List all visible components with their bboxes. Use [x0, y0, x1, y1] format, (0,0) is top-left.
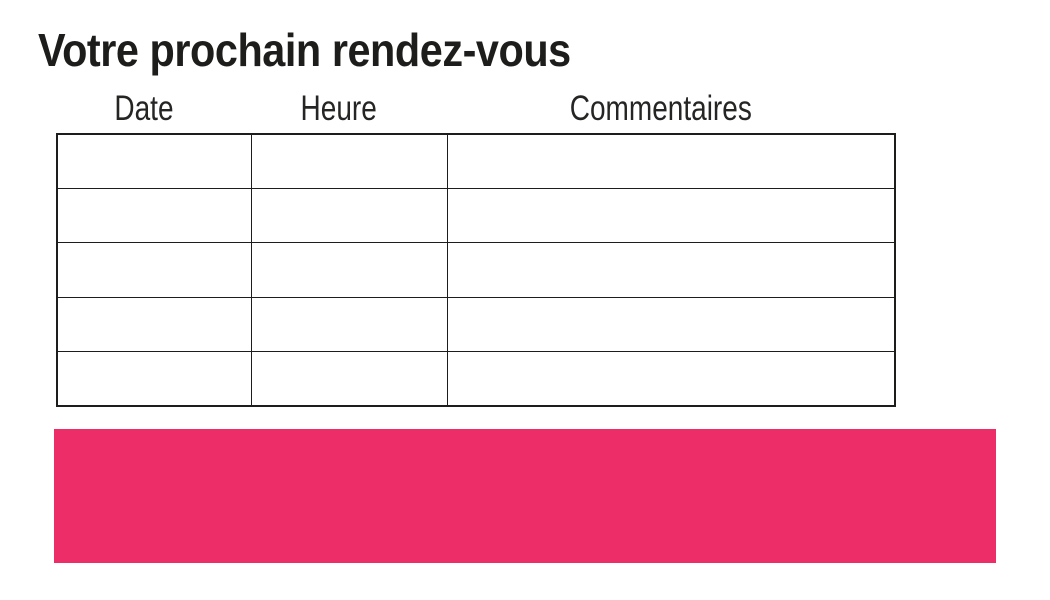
cell-date — [56, 351, 252, 407]
cell-commentaires — [446, 351, 896, 407]
banner — [54, 429, 996, 563]
cell-commentaires — [446, 187, 896, 244]
cell-heure — [250, 351, 448, 407]
cell-heure — [250, 187, 448, 244]
column-header-commentaires-label: Commentaires — [569, 89, 753, 128]
cell-commentaires — [446, 242, 896, 298]
column-header-date-label: Date — [114, 89, 174, 128]
table-column-headers: Date Heure Commentaires — [47, 91, 885, 133]
cell-heure — [250, 296, 448, 353]
cell-commentaires — [446, 133, 896, 189]
table-row — [56, 296, 896, 353]
table-row — [56, 187, 896, 244]
column-header-heure-label: Heure — [300, 89, 378, 128]
cell-date — [56, 187, 252, 244]
cell-date — [56, 296, 252, 353]
column-header-heure: Heure — [241, 91, 437, 133]
table-row — [56, 351, 896, 407]
column-header-date: Date — [47, 91, 241, 133]
column-header-commentaires: Commentaires — [437, 91, 885, 133]
cell-date — [56, 242, 252, 298]
table-row — [56, 133, 896, 189]
cell-heure — [250, 242, 448, 298]
appointments-table — [56, 133, 896, 407]
cell-commentaires — [446, 296, 896, 353]
table-row — [56, 242, 896, 298]
cell-heure — [250, 133, 448, 189]
page-title: Votre prochain rendez-vous — [38, 24, 571, 76]
cell-date — [56, 133, 252, 189]
